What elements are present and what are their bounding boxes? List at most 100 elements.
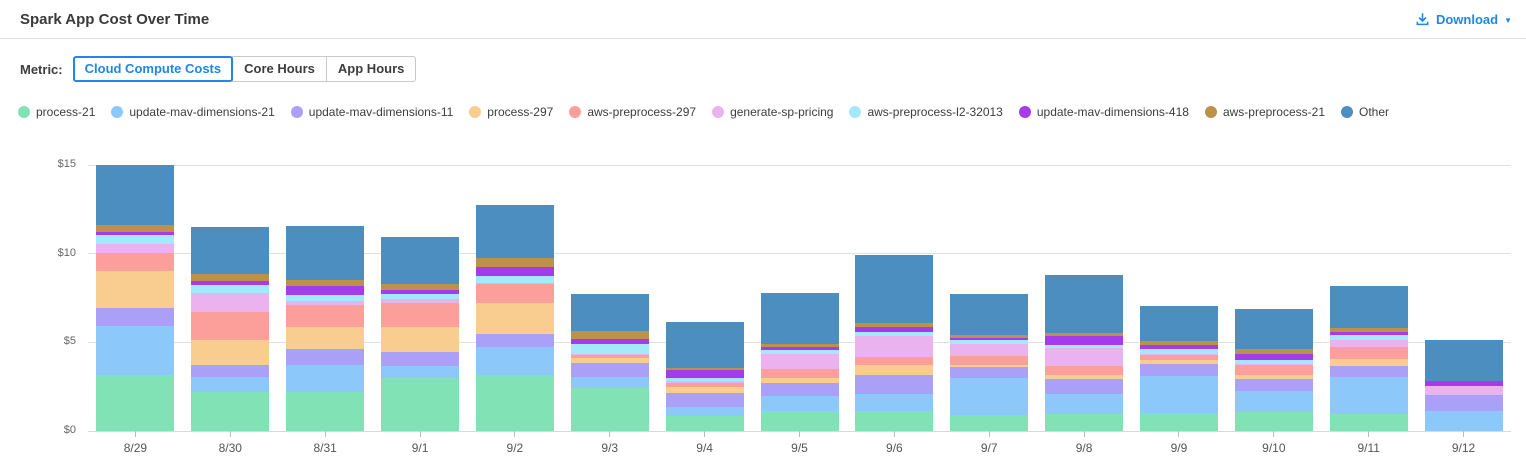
bar-segment-update-mav-dimensions-418[interactable]: [665, 370, 744, 379]
stacked-bar-9-10[interactable]: [1234, 165, 1313, 431]
stacked-bar-8-30[interactable]: [191, 165, 270, 431]
bar-segment-generate-sp-pricing[interactable]: [570, 353, 649, 355]
bar-segment-aws-preprocess-l2-32013[interactable]: [475, 275, 554, 284]
download-button[interactable]: Download ▼: [1415, 12, 1512, 27]
bar-segment-update-mav-dimensions-418[interactable]: [570, 339, 649, 344]
stacked-bar-9-8[interactable]: [1045, 165, 1124, 431]
stacked-bar-9-4[interactable]: [665, 165, 744, 431]
bar-segment-generate-sp-pricing[interactable]: [1139, 353, 1218, 355]
bar-segment-aws-preprocess-297[interactable]: [381, 303, 460, 327]
bar-segment-update-mav-dimensions-418[interactable]: [1329, 332, 1408, 335]
stacked-bar-9-5[interactable]: [760, 165, 839, 431]
legend-item-process-297[interactable]: process-297: [469, 105, 553, 119]
bar-segment-update-mav-dimensions-11[interactable]: [760, 382, 839, 397]
bar-segment-aws-preprocess-297[interactable]: [1329, 346, 1408, 359]
bar-segment-aws-preprocess-21[interactable]: [760, 343, 839, 348]
stacked-bar-8-31[interactable]: [286, 165, 365, 431]
bar-segment-process-21[interactable]: [1139, 412, 1218, 431]
bar-segment-update-mav-dimensions-11[interactable]: [1139, 364, 1218, 377]
bar-segment-update-mav-dimensions-21[interactable]: [1139, 376, 1218, 413]
bar-segment-aws-preprocess-l2-32013[interactable]: [381, 293, 460, 300]
stacked-bar-8-29[interactable]: [96, 164, 175, 431]
bar-segment-process-21[interactable]: [286, 391, 365, 431]
bar-segment-process-21[interactable]: [855, 410, 934, 431]
bar-segment-aws-preprocess-21[interactable]: [286, 279, 365, 287]
bar-segment-update-mav-dimensions-11[interactable]: [855, 374, 934, 394]
bar-segment-aws-preprocess-21[interactable]: [855, 322, 934, 327]
bar-segment-process-297[interactable]: [1329, 358, 1408, 367]
bar-segment-update-mav-dimensions-21[interactable]: [855, 393, 934, 411]
bar-segment-aws-preprocess-l2-32013[interactable]: [665, 378, 744, 381]
legend-item-process-21[interactable]: process-21: [18, 105, 95, 119]
bar-segment-aws-preprocess-21[interactable]: [1139, 340, 1218, 345]
bar-segment-aws-preprocess-21[interactable]: [96, 224, 175, 232]
bar-segment-generate-sp-pricing[interactable]: [381, 299, 460, 304]
stacked-bar-9-1[interactable]: [381, 165, 460, 431]
bar-segment-process-21[interactable]: [1329, 414, 1408, 431]
bar-segment-aws-preprocess-297[interactable]: [1045, 365, 1124, 375]
bar-segment-other[interactable]: [665, 321, 744, 368]
bar-segment-other[interactable]: [381, 237, 460, 284]
stacked-bar-9-11[interactable]: [1329, 165, 1408, 431]
bar-segment-update-mav-dimensions-21[interactable]: [950, 377, 1029, 416]
bar-segment-aws-preprocess-297[interactable]: [665, 382, 744, 387]
bar-segment-aws-preprocess-297[interactable]: [855, 357, 934, 366]
bar-segment-process-297[interactable]: [1234, 374, 1313, 380]
bar-segment-aws-preprocess-21[interactable]: [1045, 332, 1124, 336]
bar-segment-aws-preprocess-21[interactable]: [665, 367, 744, 371]
bar-segment-process-297[interactable]: [665, 386, 744, 393]
stacked-bar-9-2[interactable]: [475, 165, 554, 431]
bar-segment-aws-preprocess-l2-32013[interactable]: [1234, 360, 1313, 365]
bar-segment-aws-preprocess-297[interactable]: [1139, 354, 1218, 361]
stacked-bar-9-9[interactable]: [1139, 165, 1218, 431]
bar-segment-generate-sp-pricing[interactable]: [191, 292, 270, 312]
bar-segment-update-mav-dimensions-418[interactable]: [475, 267, 554, 276]
bar-segment-update-mav-dimensions-11[interactable]: [665, 392, 744, 407]
bar-segment-other[interactable]: [475, 204, 554, 259]
legend-item-aws-preprocess-297[interactable]: aws-preprocess-297: [569, 105, 696, 119]
bar-segment-update-mav-dimensions-21[interactable]: [1329, 376, 1408, 415]
bar-segment-process-297[interactable]: [760, 377, 839, 383]
stacked-bar-9-6[interactable]: [855, 165, 934, 431]
bar-segment-process-297[interactable]: [1139, 360, 1218, 365]
legend-item-update-mav-dimensions-11[interactable]: update-mav-dimensions-11: [290, 105, 453, 119]
bar-segment-update-mav-dimensions-11[interactable]: [381, 351, 460, 366]
legend-item-other[interactable]: Other: [1341, 105, 1389, 119]
bar-segment-update-mav-dimensions-21[interactable]: [286, 365, 365, 392]
bar-segment-update-mav-dimensions-11[interactable]: [1329, 366, 1408, 377]
bar-segment-update-mav-dimensions-418[interactable]: [760, 347, 839, 351]
bar-segment-aws-preprocess-21[interactable]: [191, 274, 270, 282]
bar-segment-update-mav-dimensions-418[interactable]: [1139, 344, 1218, 350]
bar-segment-aws-preprocess-l2-32013[interactable]: [570, 343, 649, 354]
bar-segment-aws-preprocess-297[interactable]: [286, 304, 365, 328]
bar-segment-update-mav-dimensions-11[interactable]: [286, 349, 365, 366]
bar-segment-process-297[interactable]: [1045, 374, 1124, 380]
bar-segment-update-mav-dimensions-21[interactable]: [1424, 410, 1503, 431]
bar-segment-aws-preprocess-21[interactable]: [381, 283, 460, 291]
legend-item-update-mav-dimensions-418[interactable]: update-mav-dimensions-418: [1018, 105, 1189, 119]
bar-segment-update-mav-dimensions-21[interactable]: [96, 326, 175, 375]
bar-segment-update-mav-dimensions-11[interactable]: [1424, 394, 1503, 411]
bar-segment-process-21[interactable]: [570, 387, 649, 431]
bar-segment-process-21[interactable]: [665, 415, 744, 431]
bar-segment-other[interactable]: [1424, 340, 1503, 381]
bar-segment-process-297[interactable]: [570, 358, 649, 363]
bar-segment-aws-preprocess-297[interactable]: [475, 284, 554, 303]
bar-segment-update-mav-dimensions-418[interactable]: [96, 231, 175, 236]
bar-segment-generate-sp-pricing[interactable]: [665, 381, 744, 383]
bar-segment-aws-preprocess-l2-32013[interactable]: [286, 295, 365, 301]
bar-segment-aws-preprocess-l2-32013[interactable]: [760, 350, 839, 355]
bar-segment-update-mav-dimensions-21[interactable]: [191, 376, 270, 392]
bar-segment-generate-sp-pricing[interactable]: [1329, 339, 1408, 347]
bar-segment-aws-preprocess-l2-32013[interactable]: [1329, 334, 1408, 340]
bar-segment-aws-preprocess-l2-32013[interactable]: [950, 340, 1029, 344]
bar-segment-other[interactable]: [286, 226, 365, 280]
bar-segment-aws-preprocess-297[interactable]: [96, 253, 175, 272]
bar-segment-aws-preprocess-l2-32013[interactable]: [1045, 345, 1124, 349]
bar-segment-update-mav-dimensions-11[interactable]: [1234, 379, 1313, 391]
bar-segment-process-21[interactable]: [475, 374, 554, 431]
bar-segment-aws-preprocess-21[interactable]: [950, 334, 1029, 338]
bar-segment-generate-sp-pricing[interactable]: [855, 335, 934, 358]
bar-segment-generate-sp-pricing[interactable]: [96, 244, 175, 254]
bar-segment-generate-sp-pricing[interactable]: [950, 343, 1029, 357]
